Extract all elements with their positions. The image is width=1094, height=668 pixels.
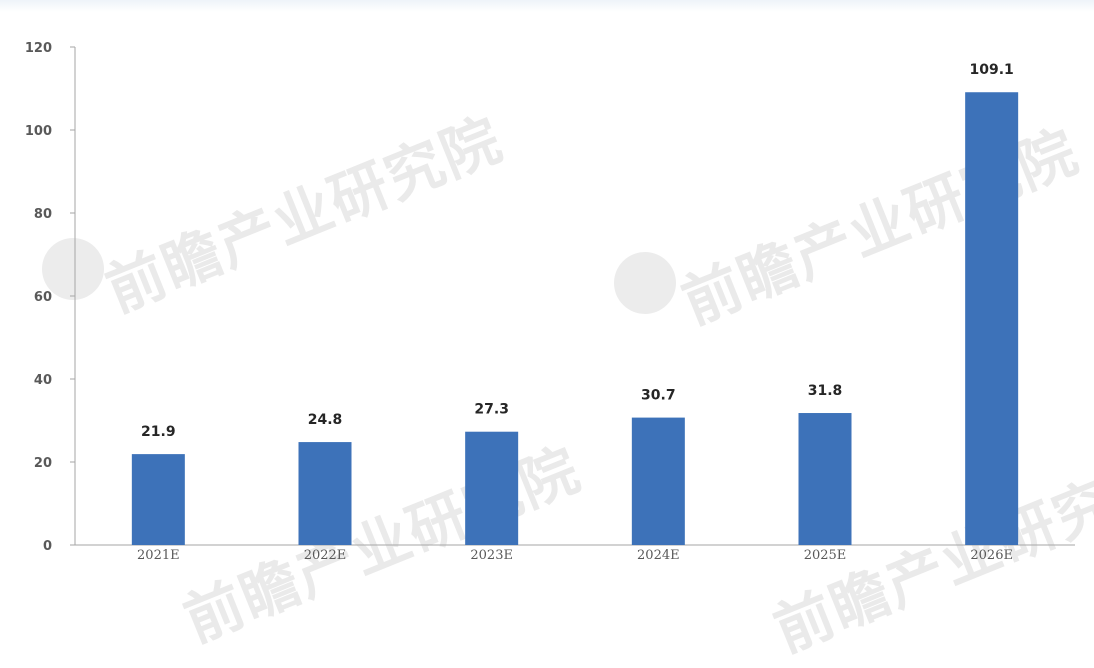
x-tick-label: 2022E: [304, 548, 347, 563]
axes: [70, 46, 1075, 546]
x-tick-label: 2025E: [804, 548, 847, 563]
bar: [965, 92, 1019, 546]
x-tick-label: 2026E: [970, 548, 1013, 563]
x-tick-labels: 2021E 2022E 2023E 2024E 2025E 2026E: [137, 548, 1013, 563]
x-tick-label: 2024E: [637, 548, 680, 563]
top-band: [0, 0, 1094, 12]
bar: [465, 431, 519, 545]
data-label: 21.9: [141, 424, 176, 440]
y-tick-label: 0: [43, 539, 52, 554]
y-tick-label: 40: [34, 373, 52, 388]
data-label: 109.1: [970, 62, 1014, 78]
data-label: 30.7: [641, 388, 676, 404]
y-tick-label: 60: [34, 290, 52, 305]
data-label: 31.8: [808, 383, 843, 399]
watermark-logo-icon: [614, 252, 676, 314]
data-label: 24.8: [308, 412, 343, 428]
y-tick-label: 100: [25, 124, 52, 139]
bar-chart: 0 20 40 60 80 100 120 2021E 2022E 2023E 2024E 2025…: [25, 41, 1075, 563]
watermark-logo-icon: [42, 238, 104, 300]
x-tick-label: 2023E: [470, 548, 513, 563]
y-tick-label: 120: [25, 41, 52, 56]
y-tick-labels: 0 20 40 60 80 100 120: [25, 41, 52, 554]
bar: [798, 413, 852, 545]
y-tick-label: 80: [34, 207, 52, 222]
y-tick-label: 20: [34, 456, 52, 471]
data-label: 27.3: [474, 402, 509, 418]
bar: [298, 442, 352, 545]
bar: [631, 417, 685, 545]
bars: [131, 92, 1019, 546]
data-labels: 21.9 24.8 27.3 30.7 31.8 109.1: [141, 62, 1014, 440]
bar: [131, 454, 185, 545]
x-tick-label: 2021E: [137, 548, 180, 563]
